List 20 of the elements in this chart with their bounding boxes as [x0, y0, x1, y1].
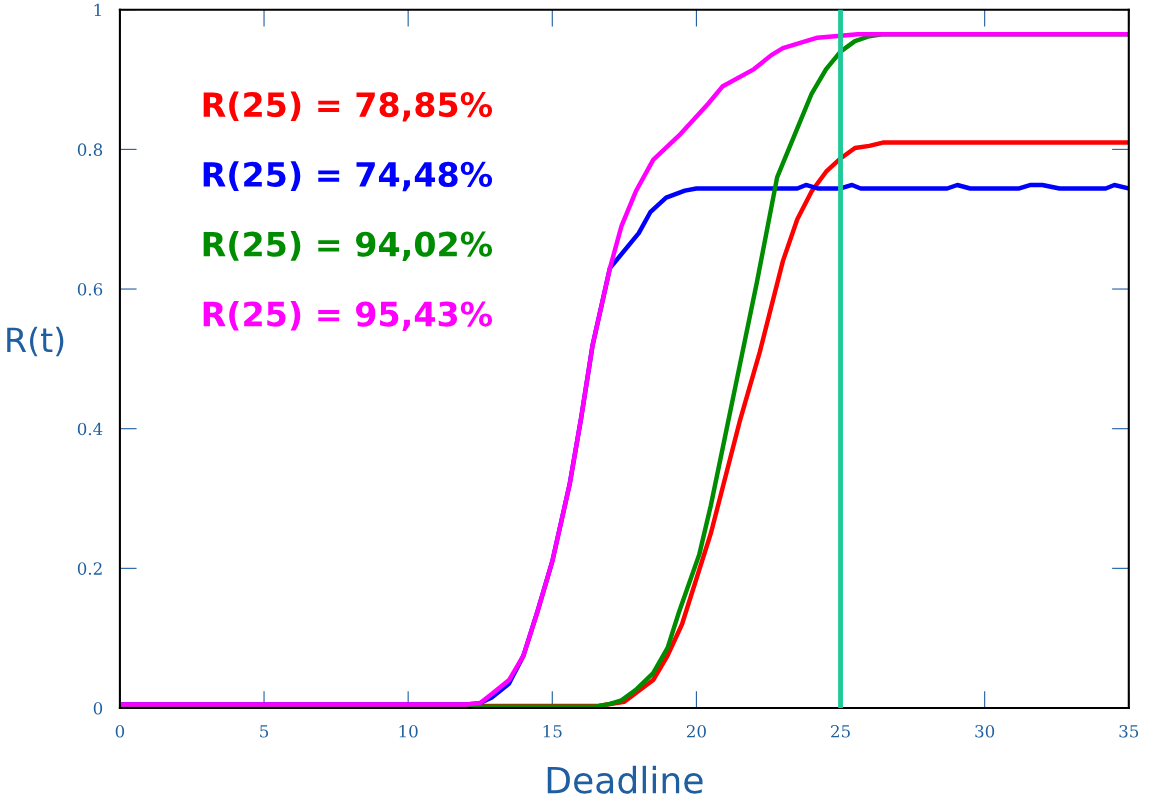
- x-tick-label: 35: [1119, 724, 1139, 738]
- x-tick-label: 10: [399, 724, 418, 738]
- x-tick-label: 20: [686, 724, 706, 738]
- x-tick-label: 15: [543, 724, 562, 738]
- x-tick-label: 25: [831, 724, 850, 738]
- x-tick-label: 0: [115, 724, 125, 738]
- annotation: R(25) = 95,43%: [203, 300, 493, 331]
- y-tick-label: 0.2: [77, 562, 102, 575]
- x-tick-label: 5: [260, 725, 269, 738]
- annotation: R(25) = 74,48%: [203, 161, 493, 192]
- y-axis-title: R(t): [7, 326, 64, 357]
- y-tick-label: 0.4: [77, 422, 103, 436]
- y-tick-label: 0.6: [77, 283, 103, 296]
- x-axis-title: Deadline: [547, 765, 703, 794]
- annotation: R(25) = 78,85%: [203, 91, 493, 122]
- x-tick-label: 30: [975, 724, 995, 738]
- y-tick-label: 0.8: [77, 143, 103, 156]
- y-tick-label: 1: [94, 3, 101, 17]
- annotation: R(25) = 94,02%: [203, 231, 493, 262]
- y-tick-label: 0: [93, 701, 103, 715]
